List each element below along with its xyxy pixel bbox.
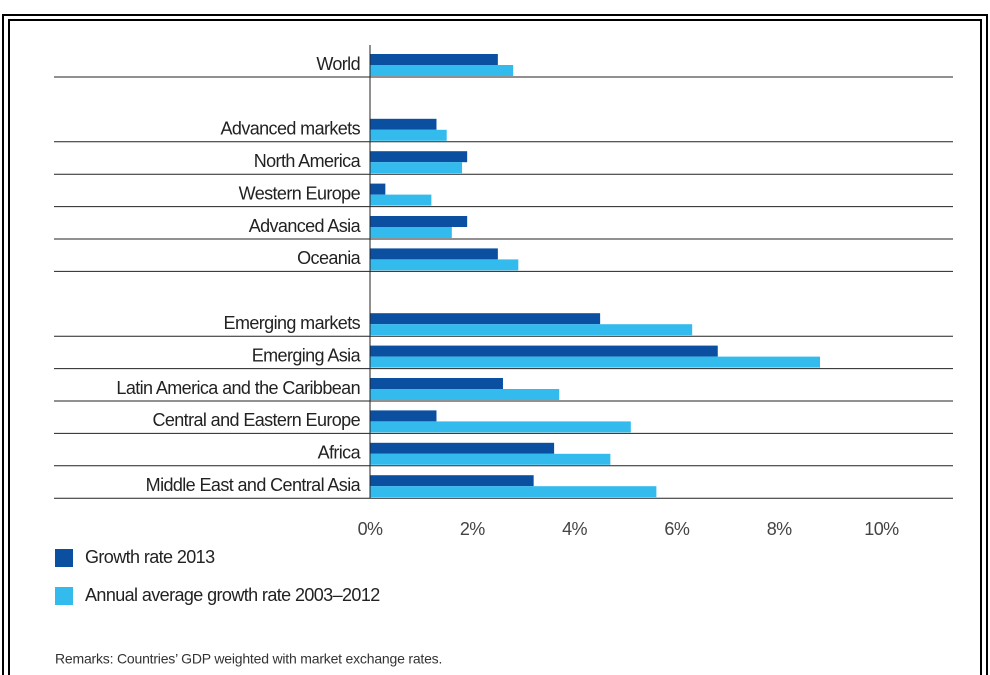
bar — [370, 442, 555, 454]
bar — [370, 194, 432, 206]
bar — [370, 151, 468, 163]
category-label: Emerging Asia — [252, 345, 362, 365]
x-tick-label: 8% — [767, 519, 792, 539]
category-label: World — [316, 54, 360, 74]
bar — [370, 410, 437, 422]
bar — [370, 345, 718, 357]
legend-label: Annual average growth rate 2003–2012 — [85, 585, 380, 605]
bar — [370, 183, 386, 195]
x-tick-label: 10% — [864, 519, 899, 539]
category-label: Latin America and the Caribbean — [116, 378, 360, 398]
bar — [370, 248, 498, 260]
x-tick-label: 6% — [664, 519, 689, 539]
bar — [370, 162, 463, 174]
bar — [370, 313, 601, 325]
bar — [370, 216, 468, 227]
bar — [370, 129, 447, 141]
bar — [370, 421, 631, 433]
category-label: Western Europe — [239, 183, 361, 203]
bar — [370, 54, 498, 65]
legend-swatch — [55, 549, 73, 567]
bar — [370, 389, 560, 400]
bar — [370, 356, 821, 368]
category-label: Advanced Asia — [249, 216, 362, 236]
bar — [370, 324, 693, 336]
category-label: Oceania — [297, 248, 361, 268]
x-tick-label: 0% — [358, 519, 383, 539]
bar — [370, 378, 503, 389]
x-tick-label: 2% — [460, 519, 485, 539]
category-label: Emerging markets — [224, 313, 361, 333]
frame-outer — [2, 14, 988, 675]
bar — [370, 486, 657, 498]
bar — [370, 227, 452, 238]
legend-label: Growth rate 2013 — [85, 547, 215, 567]
category-label: Central and Eastern Europe — [152, 410, 360, 430]
category-label: Middle East and Central Asia — [146, 475, 362, 495]
bar — [370, 65, 514, 76]
frame-inner — [8, 19, 982, 675]
remarks: Remarks: Countries’ GDP weighted with ma… — [55, 651, 442, 667]
bar — [370, 475, 534, 487]
bar — [370, 118, 437, 130]
category-label: Advanced markets — [221, 119, 361, 139]
bar — [370, 453, 611, 465]
category-label: North America — [254, 151, 362, 171]
bar — [370, 259, 519, 271]
x-tick-label: 4% — [562, 519, 587, 539]
category-label: Africa — [318, 443, 362, 463]
legend-swatch — [55, 587, 73, 605]
